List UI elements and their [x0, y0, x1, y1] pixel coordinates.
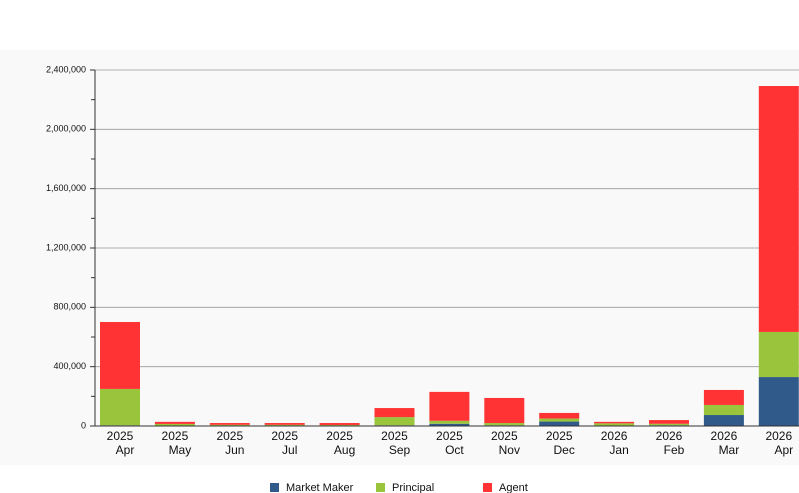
- bar-segment: [100, 388, 140, 426]
- legend-swatch: [376, 483, 385, 492]
- x-tick-month: Mar: [719, 443, 740, 457]
- bar-segment: [264, 424, 305, 426]
- y-tick-label: 400,000: [53, 361, 86, 371]
- bar-segment: [209, 424, 250, 426]
- x-tick-year: 2025: [162, 429, 189, 443]
- x-tick-label: 2026 Feb: [656, 429, 685, 457]
- bar-segment: [758, 331, 799, 378]
- y-tick-label: 1,200,000: [46, 242, 86, 252]
- x-tick-label: 2025 Nov: [491, 429, 520, 457]
- x-tick-label: 2025 May: [162, 429, 192, 457]
- bar-segment: [703, 415, 744, 426]
- x-tick-label: 2025 Jun: [216, 429, 244, 457]
- bar-segment: [429, 391, 470, 421]
- y-tick-label: 800,000: [53, 302, 86, 312]
- x-tick-year: 2025: [436, 429, 463, 443]
- bar-segment: [539, 421, 580, 426]
- x-tick-year: 2026: [765, 429, 792, 443]
- x-tick-year: 2026: [601, 429, 628, 443]
- bar-segment: [154, 421, 195, 424]
- bar-segment: [594, 423, 635, 426]
- x-tick-label: 2026 Jan: [601, 429, 629, 457]
- x-tick-label: 2025 Oct: [436, 429, 464, 457]
- x-tick-year: 2025: [381, 429, 408, 443]
- legend-label: Market Maker: [286, 482, 354, 493]
- x-tick-label: 2025 Jul: [271, 429, 298, 457]
- bar-segment: [319, 424, 360, 426]
- x-tick-month: Dec: [554, 443, 575, 457]
- x-tick-month: Sep: [389, 443, 411, 457]
- x-tick-month: May: [169, 443, 192, 457]
- bar-segment: [539, 412, 580, 419]
- bar-segment: [154, 423, 195, 426]
- bar-segment: [374, 408, 415, 418]
- x-tick-label: 2026 Apr: [765, 429, 793, 457]
- bar-segment: [594, 421, 635, 424]
- legend-label: Agent: [499, 482, 528, 493]
- y-tick-label: 1,600,000: [46, 183, 86, 193]
- bar-segment: [374, 417, 415, 426]
- x-tick-month: Apr: [774, 443, 793, 457]
- x-tick-year: 2025: [546, 429, 573, 443]
- x-tick-month: Feb: [664, 443, 685, 457]
- x-tick-year: 2026: [656, 429, 683, 443]
- bar-segment: [758, 86, 799, 332]
- x-tick-label: 2025 Aug: [326, 429, 355, 457]
- x-tick-label: 2026 Mar: [711, 429, 740, 457]
- x-tick-month: Oct: [445, 443, 464, 457]
- x-tick-year: 2025: [107, 429, 134, 443]
- bar-segment: [703, 404, 744, 416]
- bar-segment: [429, 420, 470, 424]
- y-tick-label: 2,000,000: [46, 124, 86, 134]
- x-tick-year: 2025: [271, 429, 298, 443]
- x-tick-year: 2025: [326, 429, 353, 443]
- x-tick-month: Nov: [499, 443, 520, 457]
- x-tick-month: Aug: [334, 443, 355, 457]
- bar-segment: [649, 423, 689, 426]
- bar-segment: [484, 397, 525, 424]
- x-tick-month: Apr: [116, 443, 135, 457]
- x-tick-year: 2026: [711, 429, 738, 443]
- x-tick-label: 2025 Apr: [107, 429, 135, 457]
- bar-segment: [209, 423, 250, 425]
- bar-segment: [429, 423, 470, 426]
- bar-segment: [264, 423, 305, 425]
- bar-segment: [539, 418, 580, 422]
- x-tick-month: Jul: [282, 443, 297, 457]
- bar-segment: [703, 389, 744, 405]
- x-tick-month: Jun: [225, 443, 244, 457]
- bar-segment: [758, 377, 799, 426]
- x-tick-label: 2025 Sep: [381, 429, 410, 457]
- legend-label: Principal: [392, 482, 434, 493]
- x-tick-year: 2025: [216, 429, 243, 443]
- bar-segment: [484, 423, 525, 426]
- bar-segment: [319, 423, 360, 425]
- legend-swatch: [270, 483, 279, 492]
- bar-segment: [100, 322, 140, 389]
- x-tick-month: Jan: [609, 443, 628, 457]
- bar-segment: [649, 420, 689, 424]
- y-tick-label: 2,400,000: [46, 64, 86, 74]
- x-tick-label: 2025 Dec: [546, 429, 575, 457]
- y-tick-label: 0: [81, 420, 86, 430]
- x-tick-year: 2025: [491, 429, 518, 443]
- legend-swatch: [483, 483, 492, 492]
